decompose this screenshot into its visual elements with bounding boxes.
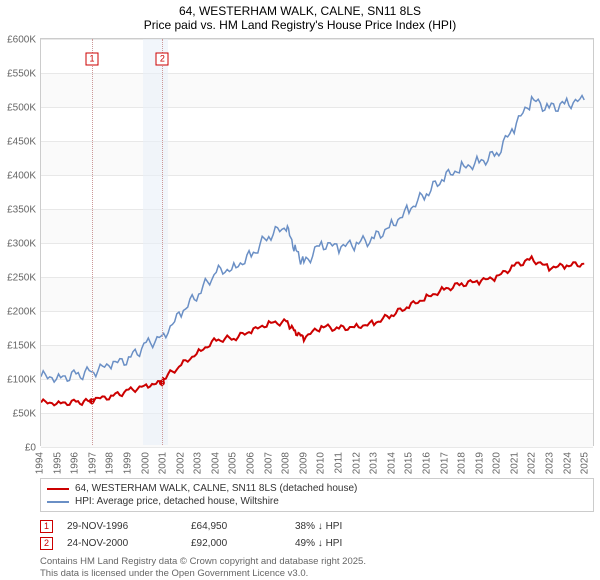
sale-row-price: £92,000 [191, 538, 281, 549]
x-tick-label: 2008 [281, 452, 292, 474]
sale-row-delta: 49% ↓ HPI [295, 538, 395, 549]
y-tick-label: £500K [7, 103, 36, 114]
series-property [41, 256, 584, 405]
y-tick-label: £350K [7, 205, 36, 216]
x-tick-label: 2006 [246, 452, 257, 474]
sales-table: 1 29-NOV-1996 £64,950 38% ↓ HPI 2 24-NOV-2000… [40, 518, 594, 552]
y-tick-label: £450K [7, 137, 36, 148]
x-tick-label: 2016 [421, 452, 432, 474]
chart-svg [41, 39, 593, 445]
x-tick-label: 2024 [562, 452, 573, 474]
x-tick-label: 2019 [474, 452, 485, 474]
x-tick-label: 2004 [210, 452, 221, 474]
y-tick-label: £150K [7, 341, 36, 352]
x-tick-label: 2003 [193, 452, 204, 474]
x-tick-label: 2017 [439, 452, 450, 474]
y-tick-label: £50K [13, 409, 36, 420]
sale-row: 1 29-NOV-1996 £64,950 38% ↓ HPI [40, 518, 594, 535]
sale-row-delta: 38% ↓ HPI [295, 521, 395, 532]
y-axis: £0£50K£100K£150K£200K£250K£300K£350K£400… [0, 40, 40, 448]
chart-plot-area: 12 [40, 38, 594, 446]
x-tick-label: 2007 [263, 452, 274, 474]
copyright-line1: Contains HM Land Registry data © Crown c… [40, 556, 594, 568]
x-tick-label: 2014 [386, 452, 397, 474]
x-tick-label: 2021 [509, 452, 520, 474]
x-tick-label: 2009 [298, 452, 309, 474]
x-tick-label: 1996 [70, 452, 81, 474]
x-tick-label: 2018 [457, 452, 468, 474]
chart-container: 64, WESTERHAM WALK, CALNE, SN11 8LS Pric… [0, 0, 600, 560]
x-tick-label: 2002 [175, 452, 186, 474]
series-hpi [41, 96, 584, 383]
y-tick-label: £400K [7, 171, 36, 182]
x-tick-label: 1999 [122, 452, 133, 474]
legend-row: 64, WESTERHAM WALK, CALNE, SN11 8LS (det… [47, 482, 587, 495]
y-tick-label: £550K [7, 69, 36, 80]
legend-swatch [47, 488, 69, 490]
x-tick-label: 2012 [351, 452, 362, 474]
x-tick-label: 1997 [87, 452, 98, 474]
x-tick-label: 2001 [158, 452, 169, 474]
x-tick-label: 2000 [140, 452, 151, 474]
copyright-line2: This data is licensed under the Open Gov… [40, 568, 594, 580]
sale-row-date: 24-NOV-2000 [67, 538, 177, 549]
sale-row: 2 24-NOV-2000 £92,000 49% ↓ HPI [40, 535, 594, 552]
x-axis: 1994199519961997199819992000200120022003… [40, 448, 594, 478]
x-tick-label: 1994 [35, 452, 46, 474]
sale-marker-badge: 2 [156, 53, 169, 66]
x-tick-label: 2025 [580, 452, 591, 474]
legend-label: 64, WESTERHAM WALK, CALNE, SN11 8LS (det… [75, 483, 357, 494]
x-tick-label: 2020 [492, 452, 503, 474]
legend-swatch [47, 501, 69, 503]
y-tick-label: £200K [7, 307, 36, 318]
x-tick-label: 2023 [545, 452, 556, 474]
sale-row-badge: 1 [40, 520, 53, 533]
title-subtitle: Price paid vs. HM Land Registry's House … [0, 18, 600, 32]
sale-row-date: 29-NOV-1996 [67, 521, 177, 532]
x-tick-label: 2005 [228, 452, 239, 474]
legend-row: HPI: Average price, detached house, Wilt… [47, 495, 587, 508]
x-tick-label: 2022 [527, 452, 538, 474]
sale-marker-badge: 1 [86, 53, 99, 66]
x-tick-label: 2010 [316, 452, 327, 474]
sale-row-price: £64,950 [191, 521, 281, 532]
legend-label: HPI: Average price, detached house, Wilt… [75, 496, 279, 507]
sale-row-badge: 2 [40, 537, 53, 550]
x-tick-label: 1998 [105, 452, 116, 474]
y-tick-label: £100K [7, 375, 36, 386]
sale-marker-line [92, 39, 93, 445]
y-tick-label: £300K [7, 239, 36, 250]
title-block: 64, WESTERHAM WALK, CALNE, SN11 8LS Pric… [0, 0, 600, 38]
sale-marker-line [162, 39, 163, 445]
legend-box: 64, WESTERHAM WALK, CALNE, SN11 8LS (det… [40, 478, 594, 512]
legend-area: 64, WESTERHAM WALK, CALNE, SN11 8LS (det… [40, 478, 594, 580]
x-tick-label: 2015 [404, 452, 415, 474]
y-tick-label: £600K [7, 35, 36, 46]
title-address: 64, WESTERHAM WALK, CALNE, SN11 8LS [0, 4, 600, 18]
x-tick-label: 2013 [369, 452, 380, 474]
x-tick-label: 2011 [333, 452, 344, 474]
y-tick-label: £250K [7, 273, 36, 284]
x-tick-label: 1995 [52, 452, 63, 474]
